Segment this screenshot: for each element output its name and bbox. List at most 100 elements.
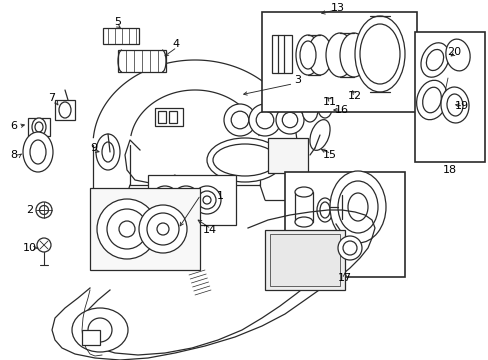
Ellipse shape (420, 43, 448, 77)
Text: 2: 2 (26, 205, 34, 215)
Text: 6: 6 (10, 121, 18, 131)
Bar (285, 172, 404, 277)
Circle shape (193, 186, 221, 214)
Ellipse shape (294, 217, 312, 227)
Text: 20: 20 (446, 47, 460, 57)
Text: 3: 3 (294, 75, 301, 85)
Text: 7: 7 (48, 93, 56, 103)
Text: 15: 15 (323, 150, 336, 160)
Ellipse shape (316, 198, 332, 222)
Ellipse shape (305, 75, 329, 105)
Circle shape (40, 206, 48, 215)
Ellipse shape (440, 87, 468, 123)
Ellipse shape (309, 120, 329, 150)
Text: 9: 9 (90, 143, 98, 153)
Ellipse shape (295, 35, 319, 75)
Ellipse shape (30, 140, 46, 164)
Ellipse shape (329, 171, 385, 243)
Bar (155, 108, 183, 126)
Circle shape (107, 209, 147, 249)
Text: 12: 12 (347, 91, 361, 101)
Bar (118, 50, 165, 72)
Circle shape (151, 186, 179, 214)
Ellipse shape (426, 49, 443, 71)
Bar (267, 138, 307, 173)
Bar (169, 111, 177, 123)
Text: 14: 14 (203, 225, 217, 235)
Text: 5: 5 (114, 17, 121, 27)
Bar (414, 32, 484, 162)
Ellipse shape (72, 308, 128, 352)
Ellipse shape (337, 181, 377, 233)
Circle shape (275, 106, 304, 134)
Text: 1: 1 (216, 191, 223, 201)
Ellipse shape (32, 118, 46, 136)
Ellipse shape (23, 132, 53, 172)
Text: 16: 16 (334, 105, 348, 115)
Text: 8: 8 (10, 150, 18, 160)
Circle shape (88, 318, 112, 342)
Bar (158, 111, 165, 123)
Circle shape (337, 236, 361, 260)
Circle shape (37, 238, 51, 252)
Circle shape (182, 196, 190, 204)
Circle shape (36, 202, 52, 218)
Text: 11: 11 (323, 97, 336, 107)
Circle shape (282, 112, 297, 128)
Circle shape (177, 191, 195, 209)
Ellipse shape (213, 144, 276, 176)
Ellipse shape (319, 202, 329, 218)
Text: 13: 13 (330, 3, 345, 13)
Bar (55, 100, 75, 120)
Bar (90, 188, 200, 270)
Ellipse shape (96, 134, 120, 170)
Bar (271, 35, 291, 73)
Ellipse shape (294, 187, 312, 197)
Bar (28, 118, 50, 136)
Ellipse shape (35, 122, 43, 132)
Ellipse shape (354, 16, 404, 92)
Circle shape (139, 205, 186, 253)
Ellipse shape (416, 80, 447, 120)
Ellipse shape (339, 33, 367, 77)
Text: 4: 4 (172, 39, 179, 49)
Ellipse shape (299, 41, 315, 69)
Circle shape (231, 111, 248, 129)
Ellipse shape (206, 138, 283, 182)
Circle shape (119, 221, 135, 237)
Bar (148, 175, 236, 225)
Text: 19: 19 (454, 101, 468, 111)
Circle shape (172, 186, 200, 214)
Ellipse shape (337, 69, 357, 95)
Circle shape (161, 196, 169, 204)
Bar (103, 28, 139, 44)
Circle shape (256, 111, 273, 129)
Circle shape (203, 196, 210, 204)
Ellipse shape (102, 142, 114, 162)
Circle shape (342, 241, 356, 255)
Circle shape (147, 213, 179, 245)
Text: 10: 10 (23, 243, 37, 253)
Bar (294, 192, 312, 222)
Ellipse shape (347, 193, 367, 221)
Circle shape (156, 191, 174, 209)
Circle shape (224, 104, 256, 136)
Bar (82, 330, 100, 345)
Ellipse shape (307, 35, 331, 75)
Ellipse shape (359, 24, 399, 84)
Circle shape (157, 223, 169, 235)
Bar (262, 12, 416, 112)
Text: 17: 17 (337, 273, 351, 283)
Ellipse shape (325, 33, 353, 77)
Ellipse shape (317, 98, 331, 118)
Circle shape (198, 191, 216, 209)
Bar (264, 230, 345, 290)
Text: 18: 18 (442, 165, 456, 175)
Ellipse shape (445, 39, 469, 71)
Ellipse shape (446, 94, 462, 116)
Ellipse shape (59, 102, 71, 118)
Bar (269, 234, 339, 286)
Circle shape (97, 199, 157, 259)
Ellipse shape (302, 98, 317, 122)
Circle shape (248, 104, 281, 136)
